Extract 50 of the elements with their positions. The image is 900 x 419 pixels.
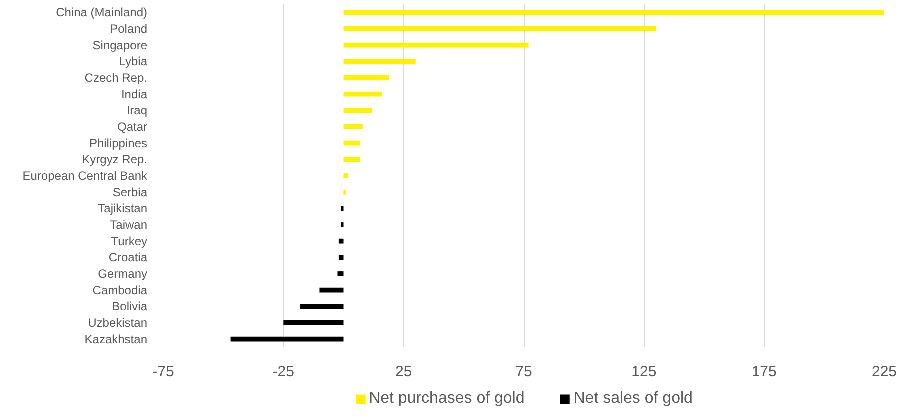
y-tick-label: India bbox=[121, 87, 148, 102]
bar bbox=[344, 59, 416, 64]
bar bbox=[338, 238, 344, 244]
bar bbox=[230, 336, 344, 342]
bar bbox=[341, 222, 344, 228]
y-tick-label: Singapore bbox=[92, 38, 148, 52]
y-tick-label: Taiwan bbox=[110, 218, 148, 232]
y-tick-label: Croatia bbox=[108, 250, 148, 265]
y-tick-label: Iraq bbox=[126, 104, 148, 118]
y-tick-label: Lybia bbox=[119, 54, 148, 69]
legend-label: Net purchases of gold bbox=[369, 390, 525, 408]
y-tick-label: China (Mainland) bbox=[56, 6, 148, 20]
y-tick-label: Kyrgyz Rep. bbox=[82, 152, 148, 167]
y-tick-label: Kazakhstan bbox=[84, 332, 148, 346]
bar bbox=[344, 10, 884, 16]
bar bbox=[338, 255, 344, 260]
x-tick-label: 225 bbox=[872, 364, 898, 380]
y-tick-label: Qatar bbox=[117, 120, 148, 134]
bar bbox=[344, 92, 382, 97]
bar bbox=[344, 26, 656, 32]
y-tick-label: Turkey bbox=[111, 234, 148, 248]
bar bbox=[300, 304, 344, 310]
x-tick-label: 75 bbox=[516, 364, 532, 380]
y-tick-label: Bolivia bbox=[112, 300, 148, 314]
y-tick-label: Poland bbox=[110, 22, 148, 36]
x-tick-label: 175 bbox=[752, 364, 777, 380]
bar bbox=[284, 320, 344, 326]
x-tick-label: -25 bbox=[272, 364, 295, 380]
y-tick-label: Germany bbox=[98, 267, 148, 281]
bar bbox=[338, 272, 344, 276]
y-tick-label: Tajikistan bbox=[98, 202, 148, 216]
y-tick-label: Uzbekistan bbox=[88, 316, 148, 330]
x-tick-label: 125 bbox=[632, 364, 657, 380]
x-tick-label: 25 bbox=[395, 364, 412, 380]
bar bbox=[344, 76, 390, 80]
y-tick-label: European Central Bank bbox=[22, 169, 148, 183]
y-tick-label: Philippines bbox=[89, 136, 148, 150]
bar bbox=[344, 174, 349, 178]
legend-label: Net sales of gold bbox=[574, 390, 693, 408]
bar bbox=[320, 288, 344, 293]
bar bbox=[341, 206, 344, 212]
bar bbox=[344, 108, 373, 114]
y-tick-label: Serbia bbox=[112, 185, 148, 200]
bar bbox=[344, 124, 363, 130]
bar bbox=[344, 140, 361, 146]
y-tick-label: Czech Rep. bbox=[84, 71, 148, 85]
bar bbox=[344, 42, 529, 48]
x-tick-label: -75 bbox=[152, 364, 174, 380]
y-tick-label: Cambodia bbox=[92, 283, 148, 298]
bar bbox=[344, 157, 361, 162]
